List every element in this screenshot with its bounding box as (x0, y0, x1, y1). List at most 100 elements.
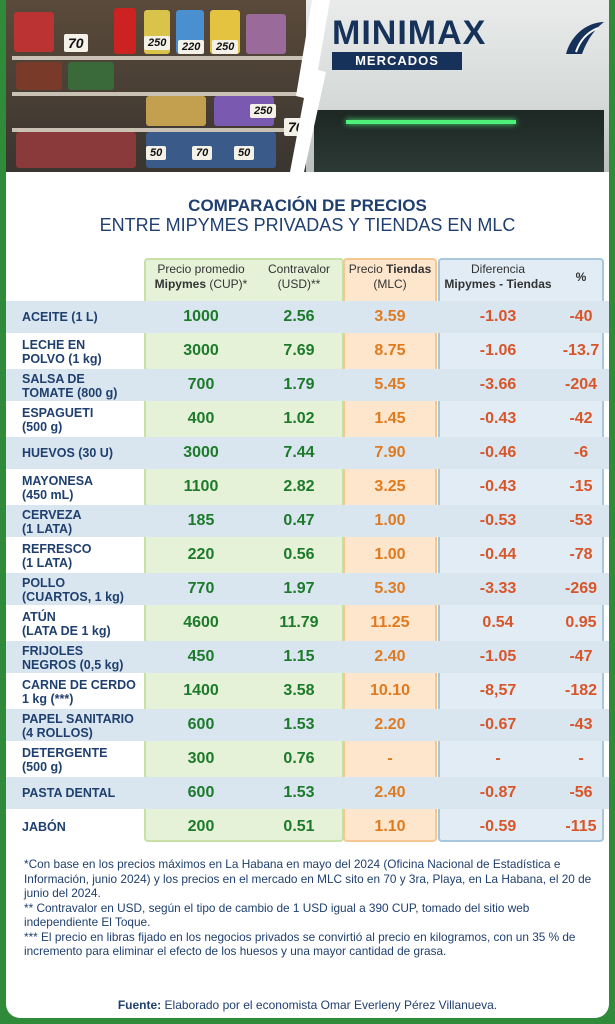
product-label: ATÚN (LATA DE 1 kg) (22, 610, 111, 638)
product (14, 12, 54, 52)
usd-value-cell: 11.79 (279, 614, 319, 631)
percent-cell: -53 (569, 512, 593, 529)
mlc-price-cell: 3.25 (374, 478, 406, 495)
mlc-price-cell: 1.00 (374, 546, 406, 563)
usd-value-cell: 1.53 (283, 784, 315, 801)
difference-cell: -3.33 (479, 580, 517, 597)
row-band (6, 709, 609, 741)
header-precio-mipymes: Precio promedio Mipymes (CUP)* (154, 262, 248, 291)
row-band (6, 505, 609, 537)
product-label: PASTA DENTAL (22, 786, 116, 800)
cup-price-cell: 450 (187, 648, 215, 665)
page-subtitle: ENTRE MIPYMES PRIVADAS Y TIENDAS EN MLC (99, 215, 516, 235)
percent-cell: -56 (569, 784, 593, 801)
usd-value-cell: 1.02 (283, 410, 315, 427)
usd-value-cell: 7.44 (283, 444, 315, 461)
percent-cell: -182 (564, 682, 598, 699)
price-tag: 250 (144, 36, 171, 50)
percent-cell: -6 (573, 444, 589, 461)
price-tag: 250 (212, 40, 239, 54)
product-label: LECHE EN POLVO (1 kg) (22, 338, 102, 366)
product-label: MAYONESA (450 mL) (22, 474, 94, 502)
difference-cell: -0.87 (479, 784, 517, 801)
usd-value-cell: 7.69 (283, 342, 315, 359)
storefront-photo (306, 0, 609, 172)
footnote: ** Contravalor en USD, según el tipo de … (24, 900, 530, 930)
page-title: COMPARACIÓN DE PRECIOS (188, 196, 427, 215)
difference-cell: -0.43 (479, 410, 517, 427)
brand-logo: MINIMAX (332, 14, 487, 52)
usd-value-cell: 0.56 (283, 546, 315, 563)
difference-cell: -8,57 (479, 682, 517, 699)
product-label: JABÓN (22, 820, 66, 834)
row-band (6, 301, 609, 333)
mlc-price-cell: 11.25 (370, 614, 410, 631)
product-label: CERVEZA (1 LATA) (22, 508, 82, 536)
header-precio-tiendas: Precio Tiendas (MLC) (348, 262, 432, 291)
cup-price-cell: 185 (187, 512, 215, 529)
difference-cell: -1.03 (479, 308, 517, 325)
header-diferencia: Diferencia Mipymes - Tiendas (444, 262, 552, 291)
difference-cell: -0.67 (479, 716, 517, 733)
mlc-price-cell: 1.10 (374, 818, 406, 835)
footnote: *** El precio en libras fijado en los ne… (24, 929, 576, 959)
cup-price-cell: 220 (187, 546, 215, 563)
product-label: DETERGENTE (500 g) (22, 746, 108, 774)
usd-value-cell: 1.15 (283, 648, 315, 665)
mlc-price-cell: 2.40 (374, 784, 406, 801)
difference-cell: -1.06 (479, 342, 517, 359)
usd-value-cell: 0.76 (283, 750, 315, 767)
row-band (6, 573, 609, 605)
store-light (346, 120, 516, 124)
cup-price-cell: 300 (187, 750, 215, 767)
diferencia-column-bg (438, 258, 604, 842)
footnotes: *Con base en los precios máximos en La H… (24, 857, 596, 959)
cup-price-cell: 3000 (183, 342, 219, 359)
cup-price-cell: 3000 (183, 444, 219, 461)
mlc-price-cell: - (387, 750, 393, 767)
price-tag: 50 (234, 146, 255, 160)
row-band (6, 641, 609, 673)
product (16, 62, 62, 90)
row-band (6, 437, 609, 469)
percent-cell: -78 (569, 546, 593, 563)
percent-cell: 0.95 (565, 614, 597, 631)
mlc-price-cell: 7.90 (374, 444, 406, 461)
mlc-price-cell: 3.59 (374, 308, 406, 325)
cup-price-cell: 200 (187, 818, 215, 835)
cup-price-cell: 770 (187, 580, 215, 597)
shelf-row (12, 128, 312, 132)
product-label: ESPAGUETI (500 g) (22, 406, 94, 434)
product-label: ACEITE (1 L) (22, 310, 98, 324)
footnote: *Con base en los precios máximos en La H… (24, 857, 592, 900)
mlc-price-cell: 2.20 (374, 716, 406, 733)
price-tag: 70 (64, 34, 88, 52)
percent-cell: -13.7 (562, 342, 600, 359)
percent-cell: -204 (564, 376, 598, 393)
header-contravalor: Contravalor (USD)** (267, 262, 331, 291)
mlc-price-cell: 5.45 (374, 376, 406, 393)
cup-price-cell: 1100 (183, 478, 219, 495)
difference-cell: -0.44 (479, 546, 517, 563)
product-label: PAPEL SANITARIO (4 ROLLOS) (22, 712, 134, 740)
product-label: REFRESCO (1 LATA) (22, 542, 92, 570)
product-label: SALSA DE TOMATE (800 g) (22, 372, 118, 400)
mlc-price-cell: 1.00 (374, 512, 406, 529)
percent-cell: -43 (569, 716, 593, 733)
product (68, 62, 114, 90)
product-label: POLLO (CUARTOS, 1 kg) (22, 576, 124, 604)
usd-value-cell: 0.51 (283, 818, 315, 835)
mlc-price-cell: 2.40 (374, 648, 406, 665)
usd-value-cell: 1.53 (283, 716, 315, 733)
price-tag: 70 (192, 146, 213, 160)
header-percent: % (575, 270, 587, 284)
usd-value-cell: 3.58 (283, 682, 315, 699)
percent-cell: -115 (565, 818, 597, 835)
percent-cell: -47 (569, 648, 593, 665)
cup-price-cell: 600 (187, 784, 215, 801)
store-shelf-photo: 70 250 220 250 250 70 50 70 50 (6, 0, 318, 172)
usd-value-cell: 1.97 (283, 580, 315, 597)
difference-cell: -0.53 (479, 512, 517, 529)
difference-cell: -1.05 (479, 648, 517, 665)
mlc-price-cell: 8.75 (374, 342, 406, 359)
